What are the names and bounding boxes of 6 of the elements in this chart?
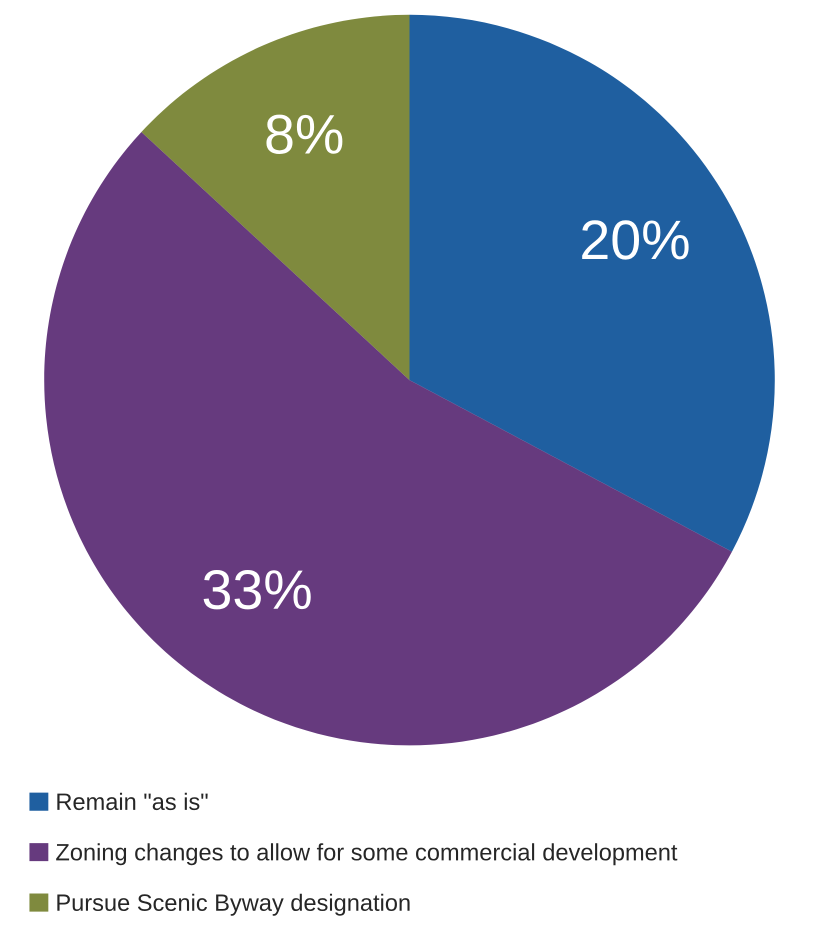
- data-label: 33%: [204, 570, 311, 610]
- legend-label: Zoning changes to allow for some commercial development: [56, 843, 678, 866]
- data-label: 20%: [582, 220, 689, 260]
- legend-label: Remain "as is": [57, 792, 208, 810]
- legend-label: Pursue Scenic Byway designation: [57, 894, 410, 916]
- data-label: 8%: [266, 114, 342, 154]
